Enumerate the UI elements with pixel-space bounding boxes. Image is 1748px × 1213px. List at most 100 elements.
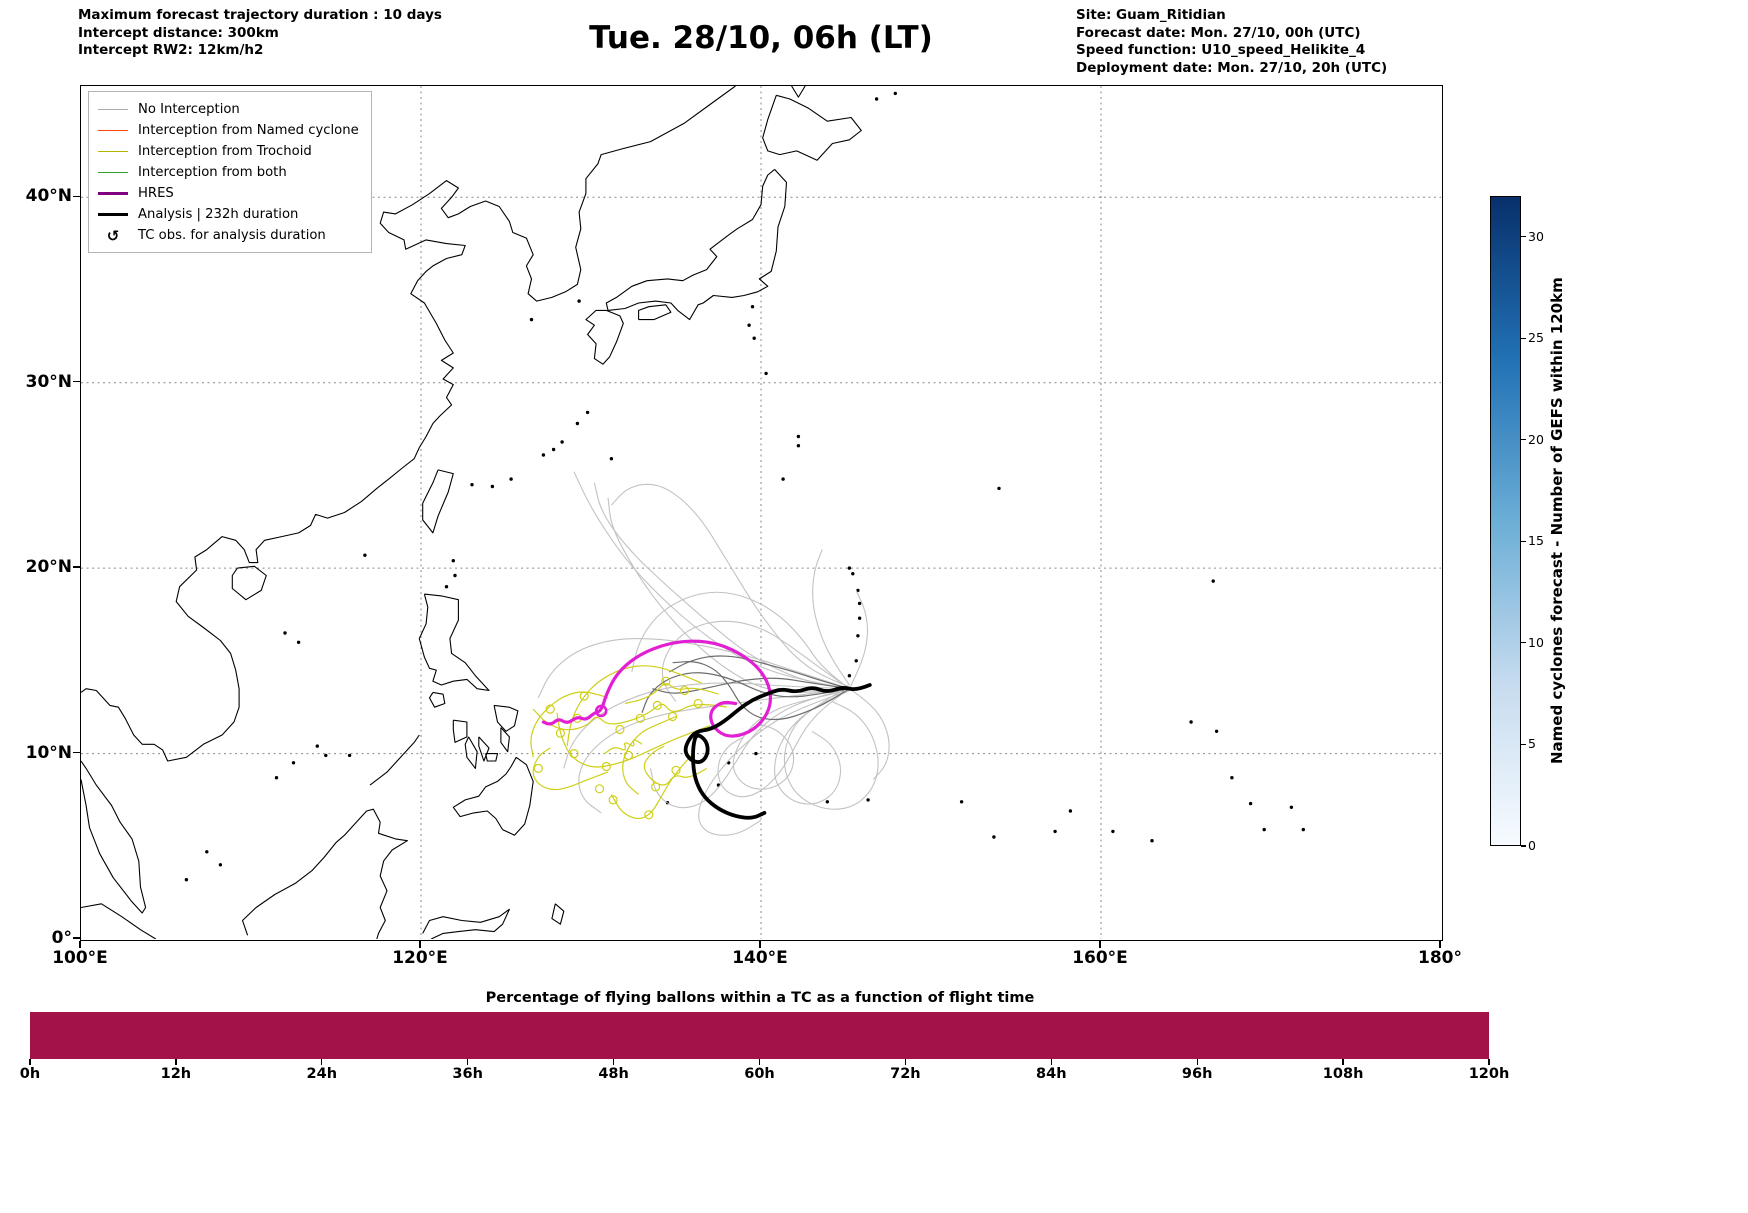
colorbar-tick-label: 30 (1528, 228, 1544, 244)
y-tick-label: 40°N (25, 186, 72, 207)
colorbar-tick-mark (1521, 845, 1526, 847)
y-tick-label: 30°N (25, 371, 72, 392)
bottom-tick-mark (175, 1059, 177, 1065)
bottom-tick-label: 24h (306, 1066, 338, 1082)
legend-item-label: Analysis | 232h duration (138, 207, 299, 222)
y-tick-label: 10°N (25, 742, 72, 763)
map-plot: No Interception Interception from Named c… (80, 85, 1443, 941)
trajectories-no-interception-dark (641, 655, 850, 721)
colorbar-tick-mark (1521, 439, 1526, 441)
x-tick-label: 120°E (392, 948, 448, 968)
legend-item-label: TC obs. for analysis duration (138, 228, 326, 243)
meta-line: Deployment date: Mon. 27/10, 20h (UTC) (1076, 59, 1388, 76)
colorbar-tick-mark (1521, 337, 1526, 339)
trajectories-trochoid (530, 665, 728, 820)
meta-line: Intercept RW2: 12km/h2 (78, 42, 264, 58)
legend-item: Interception from Named cyclone (98, 120, 359, 141)
bottom-tick-mark (29, 1059, 31, 1065)
bottom-tick-label: 36h (452, 1066, 483, 1082)
bottom-tick-mark (321, 1059, 323, 1065)
legend-line-swatch (98, 151, 128, 152)
colorbar-tick-label: 10 (1528, 634, 1544, 650)
y-tick-mark (73, 380, 80, 383)
meta-top-right: Site: Guam_Ritidian Forecast date: Mon. 2… (1076, 7, 1387, 77)
bottom-tick-label: 84h (1036, 1066, 1067, 1082)
colorbar-tick-label: 20 (1528, 431, 1544, 447)
x-tick-label: 140°E (732, 948, 788, 968)
x-tick-label: 180° (1418, 948, 1462, 968)
colorbar-tick-label: 15 (1528, 533, 1544, 549)
bottom-chart-title: Percentage of flying ballons within a TC… (485, 990, 1035, 1006)
x-tick-mark (1439, 941, 1441, 948)
bottom-tick-mark (1050, 1059, 1052, 1065)
trajectory-analysis (683, 683, 872, 820)
figure-title: Tue. 28/10, 06h (LT) (589, 20, 933, 56)
colorbar-tick-mark (1521, 642, 1526, 644)
legend-item-label: Interception from both (138, 165, 287, 180)
y-tick-mark (73, 195, 80, 197)
bottom-tick-mark (1342, 1059, 1344, 1065)
bottom-tick-label: 96h (1181, 1066, 1213, 1082)
bottom-tick-label: 108h (1322, 1066, 1364, 1082)
tc-obs-icon: ↺ (106, 226, 120, 245)
y-tick-mark (73, 566, 80, 568)
colorbar-tick-mark (1521, 743, 1526, 746)
y-tick-mark (73, 751, 80, 754)
meta-line: Site: Guam_Ritidian (1076, 7, 1226, 23)
colorbar-tick-mark (1521, 540, 1526, 542)
bottom-tick-mark (1196, 1059, 1198, 1065)
legend-item: HRES (98, 183, 359, 204)
legend-item-label: Interception from Named cyclone (138, 123, 359, 138)
bottom-tick-mark (1488, 1059, 1490, 1065)
colorbar-tick-label: 5 (1528, 736, 1536, 752)
bottom-chart-bar (30, 1012, 1489, 1059)
bottom-tick-label: 0h (19, 1066, 41, 1082)
x-tick-label: 160°E (1072, 948, 1128, 968)
bottom-tick-label: 60h (744, 1066, 775, 1082)
x-tick-label: 100°E (52, 948, 108, 968)
legend-item-label: HRES (138, 186, 174, 201)
legend-item: Interception from Trochoid (98, 141, 359, 162)
colorbar-label: Named cyclones forecast - Number of GEFS… (1548, 277, 1566, 765)
bottom-tick-mark (467, 1059, 469, 1065)
legend-line-swatch (98, 109, 128, 110)
meta-line: Forecast date: Mon. 27/10, 00h (UTC) (1076, 24, 1361, 41)
legend-line-swatch (98, 192, 128, 195)
meta-line: Maximum forecast trajectory duration : 1… (78, 7, 442, 23)
bottom-tick-label: 72h (890, 1066, 921, 1082)
trajectories-no-interception (537, 471, 890, 836)
meta-top-left: Maximum forecast trajectory duration : 1… (78, 7, 442, 60)
legend-line-swatch (98, 172, 128, 173)
bottom-tick-label: 12h (160, 1066, 192, 1082)
x-tick-mark (419, 941, 421, 948)
x-tick-mark (759, 941, 761, 948)
legend-item: ↺ TC obs. for analysis duration (98, 225, 359, 246)
y-tick-mark (73, 937, 80, 939)
colorbar-tick-mark (1521, 236, 1526, 238)
colorbar-tick-label: 25 (1528, 330, 1544, 346)
x-tick-mark (79, 941, 81, 948)
legend-item: Analysis | 232h duration (98, 204, 359, 225)
bottom-tick-label: 120h (1468, 1066, 1510, 1082)
trajectory-hres (541, 639, 773, 738)
coastlines (81, 86, 862, 939)
legend-item-label: Interception from Trochoid (138, 144, 312, 159)
legend-item: Interception from both (98, 162, 359, 183)
bottom-tick-mark (612, 1059, 615, 1065)
y-tick-label: 0° (51, 928, 72, 948)
bottom-tick-mark (904, 1059, 907, 1065)
legend: No Interception Interception from Named c… (88, 91, 372, 253)
meta-line: Speed function: U10_speed_Helikite_4 (1076, 42, 1366, 58)
legend-line-swatch (98, 213, 128, 216)
hres-start-marker (594, 704, 608, 718)
meta-line: Intercept distance: 300km (78, 24, 279, 41)
bottom-tick-label: 48h (598, 1066, 629, 1082)
colorbar (1490, 196, 1521, 846)
y-tick-label: 20°N (25, 557, 72, 578)
legend-line-swatch (98, 130, 128, 131)
colorbar-tick-label: 0 (1528, 838, 1536, 853)
legend-item-label: No Interception (138, 102, 240, 117)
bottom-tick-mark (758, 1059, 761, 1065)
map-canvas (81, 86, 1441, 939)
